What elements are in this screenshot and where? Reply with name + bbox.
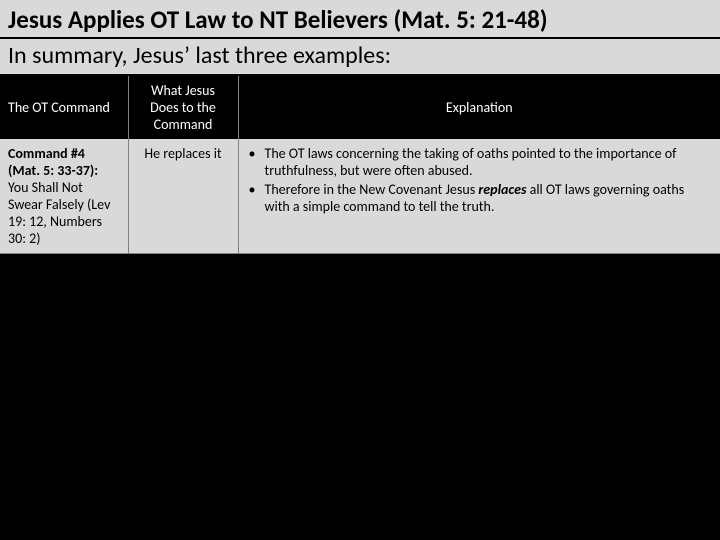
cell-ot-command: Command #4 (Mat. 5: 33-37): You Shall No… bbox=[0, 139, 128, 254]
slide-subtitle: In summary, Jesus’ last three examples: bbox=[0, 39, 720, 76]
explanation-list: • The OT laws concerning the taking of o… bbox=[247, 145, 713, 215]
header-explanation: Explanation bbox=[238, 76, 720, 139]
command-number: Command #4 bbox=[8, 145, 85, 162]
command-body: You Shall Not Swear Falsely (Lev 19: 12,… bbox=[8, 179, 110, 247]
list-item: • Therefore in the New Covenant Jesus re… bbox=[247, 181, 713, 215]
law-table: The OT Command What Jesus Does to the Co… bbox=[0, 76, 720, 254]
table-header-row: The OT Command What Jesus Does to the Co… bbox=[0, 76, 720, 139]
bullet-text-1: The OT laws concerning the taking of oat… bbox=[265, 145, 713, 179]
header-ot-command: The OT Command bbox=[0, 76, 128, 139]
table-row: Command #4 (Mat. 5: 33-37): You Shall No… bbox=[0, 139, 720, 254]
slide-upper: Jesus Applies OT Law to NT Believers (Ma… bbox=[0, 0, 720, 254]
bullet2-emph: replaces bbox=[478, 181, 526, 198]
bullet-icon: • bbox=[247, 181, 265, 215]
header-what-jesus-does: What Jesus Does to the Command bbox=[128, 76, 238, 139]
command-reference: (Mat. 5: 33-37): bbox=[8, 162, 98, 179]
cell-action: He replaces it bbox=[128, 139, 238, 254]
bullet2-pre: Therefore in the New Covenant Jesus bbox=[265, 181, 479, 198]
slide-title: Jesus Applies OT Law to NT Believers (Ma… bbox=[0, 0, 720, 39]
bullet-text-2: Therefore in the New Covenant Jesus repl… bbox=[265, 181, 713, 215]
cell-explanation: • The OT laws concerning the taking of o… bbox=[238, 139, 720, 254]
bullet-icon: • bbox=[247, 145, 265, 179]
list-item: • The OT laws concerning the taking of o… bbox=[247, 145, 713, 179]
